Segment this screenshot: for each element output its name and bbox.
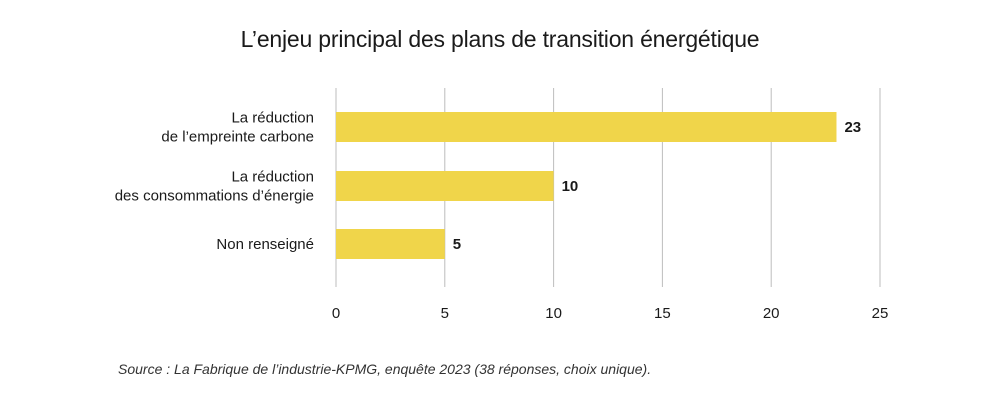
bar xyxy=(336,171,554,201)
category-label: Non renseigné xyxy=(216,236,314,253)
x-tick-label: 10 xyxy=(545,305,562,322)
bar xyxy=(336,229,445,259)
x-tick-label: 25 xyxy=(872,305,889,322)
data-label: 5 xyxy=(453,236,461,253)
category-label: La réduction des consommations d’énergie xyxy=(115,169,314,205)
x-tick-label: 15 xyxy=(654,305,671,322)
bar xyxy=(336,112,837,142)
data-label: 23 xyxy=(844,119,861,136)
x-tick-label: 0 xyxy=(332,305,340,322)
x-tick-label: 5 xyxy=(441,305,449,322)
chart-title: L’enjeu principal des plans de transitio… xyxy=(240,26,760,52)
source-note: Source : La Fabrique de l’industrie-KPMG… xyxy=(118,361,652,377)
category-label: La réduction de l’empreinte carbone xyxy=(161,110,314,146)
x-tick-label: 20 xyxy=(763,305,780,322)
data-label: 10 xyxy=(562,178,579,195)
